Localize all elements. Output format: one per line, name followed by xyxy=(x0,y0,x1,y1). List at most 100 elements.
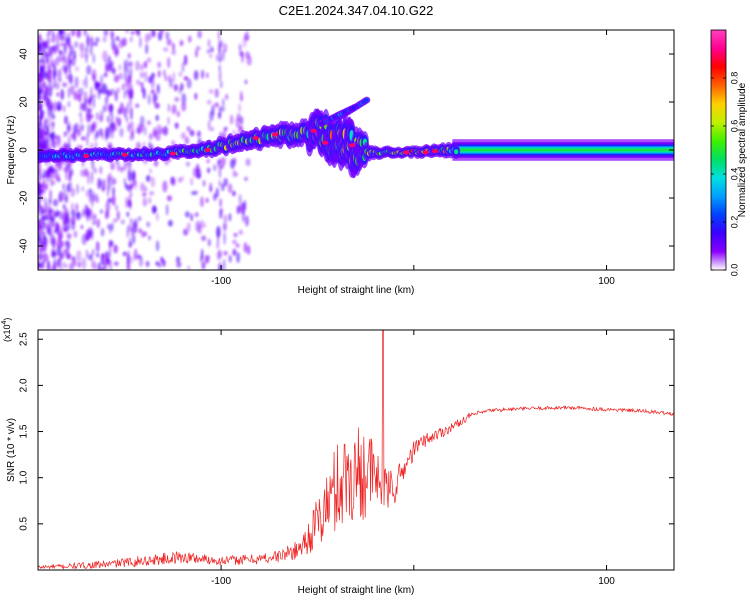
spectrogram-noise-blob xyxy=(195,45,201,51)
spectrogram-noise-blob xyxy=(139,81,144,87)
spectrogram-noise-blob xyxy=(152,206,157,213)
spectrogram-noise-blob xyxy=(126,211,130,217)
spectrogram-noise-blob xyxy=(38,72,44,77)
spectrogram-noise-blob xyxy=(209,110,214,122)
spectrogram-noise-blob xyxy=(142,87,146,100)
spectrogram-noise-blob xyxy=(213,193,217,201)
spectrogram-noise-blob xyxy=(83,30,87,37)
spectrogram-noise-blob xyxy=(110,88,116,96)
spectrogram-noise-blob xyxy=(119,127,124,138)
spectrogram-noise-blob xyxy=(108,239,112,250)
spectrogram-noise-blob xyxy=(103,30,109,37)
spectrogram-streak-blob xyxy=(48,262,51,270)
spectrogram-streak-blob xyxy=(65,161,68,169)
spectrogram-noise-blob xyxy=(69,262,74,270)
spectrogram-noise-blob xyxy=(102,105,106,113)
spectrogram-noise-blob xyxy=(116,210,120,221)
snr-y-tick-label: 1.5 xyxy=(19,424,30,438)
snr-x-tick-label: -100 xyxy=(211,576,231,587)
spectrogram-noise-blob xyxy=(142,197,148,207)
spectrogram-streak-blob xyxy=(223,258,226,270)
spectrogram-noise-blob xyxy=(62,183,65,190)
spectrogram-streak-blob xyxy=(85,97,88,105)
spectrogram-streak-blob xyxy=(111,175,114,187)
spectrogram-noise-blob xyxy=(81,257,87,270)
spectrogram-noise-blob xyxy=(235,243,240,248)
spectrogram-noise-blob xyxy=(185,161,191,167)
spectrogram-streak-blob xyxy=(218,64,221,72)
spectrogram-noise-blob xyxy=(243,242,248,254)
spectrogram-noise-blob xyxy=(111,67,116,75)
spectrogram-streak-blob xyxy=(92,73,95,81)
spectrogram-noise-blob xyxy=(167,116,170,126)
spectrogram-noise-blob xyxy=(38,227,43,237)
snr-multiplier-label: (x104) xyxy=(1,318,12,342)
spectrogram-noise-blob xyxy=(200,248,204,260)
spectrogram-noise-blob xyxy=(47,68,52,81)
spectrogram-noise-blob xyxy=(221,183,225,192)
spectrogram-noise-blob xyxy=(76,250,82,262)
spectrogram-streak-blob xyxy=(84,75,88,89)
spectrogram-noise-blob xyxy=(66,121,71,134)
spectrogram-streak-blob xyxy=(89,112,92,120)
spectrogram-noise-blob xyxy=(55,33,60,44)
spectrogram-noise-blob xyxy=(74,76,79,89)
spectrogram-noise-blob xyxy=(241,211,246,223)
spectrogram-noise-blob xyxy=(142,192,147,197)
spectrogram-noise-blob xyxy=(214,88,219,98)
spectrogram-noise-blob xyxy=(76,183,80,195)
spectrogram-streak-blob xyxy=(129,237,132,247)
spectrogram-band-layer xyxy=(452,148,674,152)
spectrogram-hot-spot xyxy=(349,143,356,148)
spectrogram-noise-blob xyxy=(206,49,211,54)
colorbar-ticks: 0.0 0.2 0.4 0.6 0.8 xyxy=(711,72,739,276)
spectrogram-noise-blob xyxy=(159,127,165,135)
spectrogram-noise-blob xyxy=(42,231,46,241)
spectrogram-streak-blob xyxy=(130,82,133,92)
spectrogram-streak-blob xyxy=(89,226,93,238)
spectrogram-noise-blob xyxy=(62,226,68,232)
spectrogram-noise-blob xyxy=(111,38,116,51)
colorbar-tick-label: 0.2 xyxy=(729,216,739,229)
spectrogram-noise-blob xyxy=(49,213,53,219)
spectrogram-noise-blob xyxy=(139,36,142,48)
spectrogram-noise-blob xyxy=(129,256,134,264)
spectrogram-noise-blob xyxy=(118,64,122,71)
spectrogram-noise-blob xyxy=(60,210,63,219)
spectrogram-noise-blob xyxy=(247,245,251,255)
spectrogram-noise-blob xyxy=(113,74,120,83)
spectrogram-noise-blob xyxy=(96,130,99,139)
spectrogram-streak-blob xyxy=(67,100,71,108)
spectrogram-streak-blob xyxy=(108,122,112,134)
spectrogram-noise-blob xyxy=(183,54,188,66)
spectrogram-streak-blob xyxy=(68,172,72,183)
spectrogram-noise-blob xyxy=(80,169,85,178)
spectrogram-noise-blob xyxy=(155,114,159,122)
spectrogram-streak-blob xyxy=(64,195,68,203)
spectrogram-noise-blob xyxy=(245,30,249,37)
spectrogram-streak-blob xyxy=(108,247,112,257)
spectrogram-streak-blob xyxy=(87,123,90,137)
spectrogram-noise-blob xyxy=(57,68,62,78)
spectrogram-noise-blob xyxy=(77,260,82,267)
spectrogram-streak-blob xyxy=(105,210,108,220)
spectrogram-streak-blob xyxy=(123,89,127,99)
spectrogram-streak-blob xyxy=(130,226,134,237)
spectrogram-noise-blob xyxy=(52,237,56,245)
colorbar-label: Normalized spectral amplitude xyxy=(737,82,748,217)
snr-y-tick-label: 2.5 xyxy=(19,332,30,346)
spectrogram-noise-blob xyxy=(71,221,76,231)
spectrogram-noise-blob xyxy=(115,204,119,211)
snr-x-tick-label: 100 xyxy=(598,576,615,587)
spectrogram-noise-blob xyxy=(176,110,181,118)
spectrogram-noise-blob xyxy=(40,195,44,202)
spectrogram-noise-blob xyxy=(43,40,48,49)
spectrogram-noise-blob xyxy=(101,83,108,95)
spectrogram-noise-blob xyxy=(238,193,242,205)
spectrogram-noise-blob xyxy=(163,46,169,52)
spectrogram-noise-blob xyxy=(51,32,56,44)
spectrogram-noise-blob xyxy=(110,162,115,171)
spectrogram-noise-blob xyxy=(202,222,207,229)
spectrogram-noise-blob xyxy=(39,102,43,111)
spectrogram-noise-blob xyxy=(240,116,244,125)
